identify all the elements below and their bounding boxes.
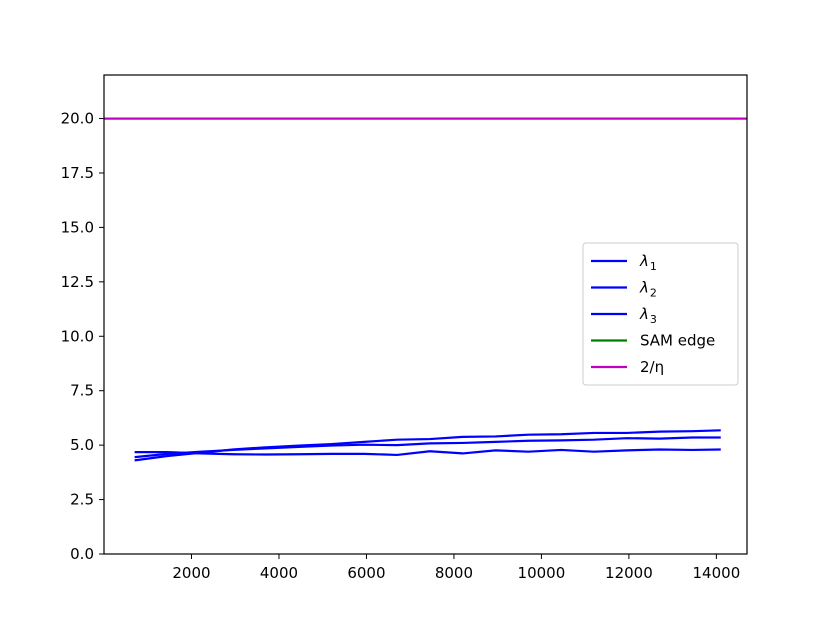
y-tick-label: 5.0	[70, 436, 94, 454]
legend-label: λ1	[639, 252, 657, 273]
x-tick-label: 6000	[347, 564, 385, 582]
y-tick-label: 15.0	[61, 218, 94, 236]
x-tick-label: 8000	[435, 564, 473, 582]
series-line-2	[134, 448, 721, 457]
legend-label: 2/η	[640, 358, 664, 376]
x-axis: 2000 4000 6000 8000 10000 12000 14000	[172, 554, 740, 582]
y-tick-label: 7.5	[70, 382, 94, 400]
y-tick-label: 20.0	[61, 110, 94, 128]
y-tick-label: 10.0	[61, 327, 94, 345]
legend-label: λ2	[639, 279, 657, 300]
legend-label-main: λ	[639, 252, 649, 270]
legend-box	[582, 242, 739, 386]
legend-label-main: SAM edge	[640, 332, 715, 350]
legend-label-main: λ	[639, 279, 649, 297]
x-tick-label: 12000	[605, 564, 653, 582]
y-axis: 0.0 2.5 5.0 7.5 10.0 12.5 15.0 17.5 20.0	[61, 110, 104, 563]
plot-frame	[103, 74, 748, 555]
x-tick-label: 4000	[260, 564, 298, 582]
y-tick-label: 17.5	[61, 164, 94, 182]
x-tick-label: 14000	[693, 564, 741, 582]
x-tick-label: 10000	[518, 564, 566, 582]
legend-label: λ3	[639, 305, 657, 326]
series-line-1	[134, 436, 721, 459]
legend-label-sub: 2	[650, 287, 657, 300]
legend-label-main: 2/η	[640, 358, 664, 376]
legend-label-sub: 1	[650, 260, 657, 273]
x-tick-label: 2000	[172, 564, 210, 582]
legend-label: SAM edge	[640, 332, 715, 350]
series-layer	[104, 117, 747, 462]
legend-label-sub: 3	[650, 313, 657, 326]
y-tick-label: 12.5	[61, 273, 94, 291]
y-tick-label: 0.0	[70, 545, 94, 563]
y-tick-label: 2.5	[70, 491, 94, 509]
legend-label-main: λ	[639, 305, 649, 323]
